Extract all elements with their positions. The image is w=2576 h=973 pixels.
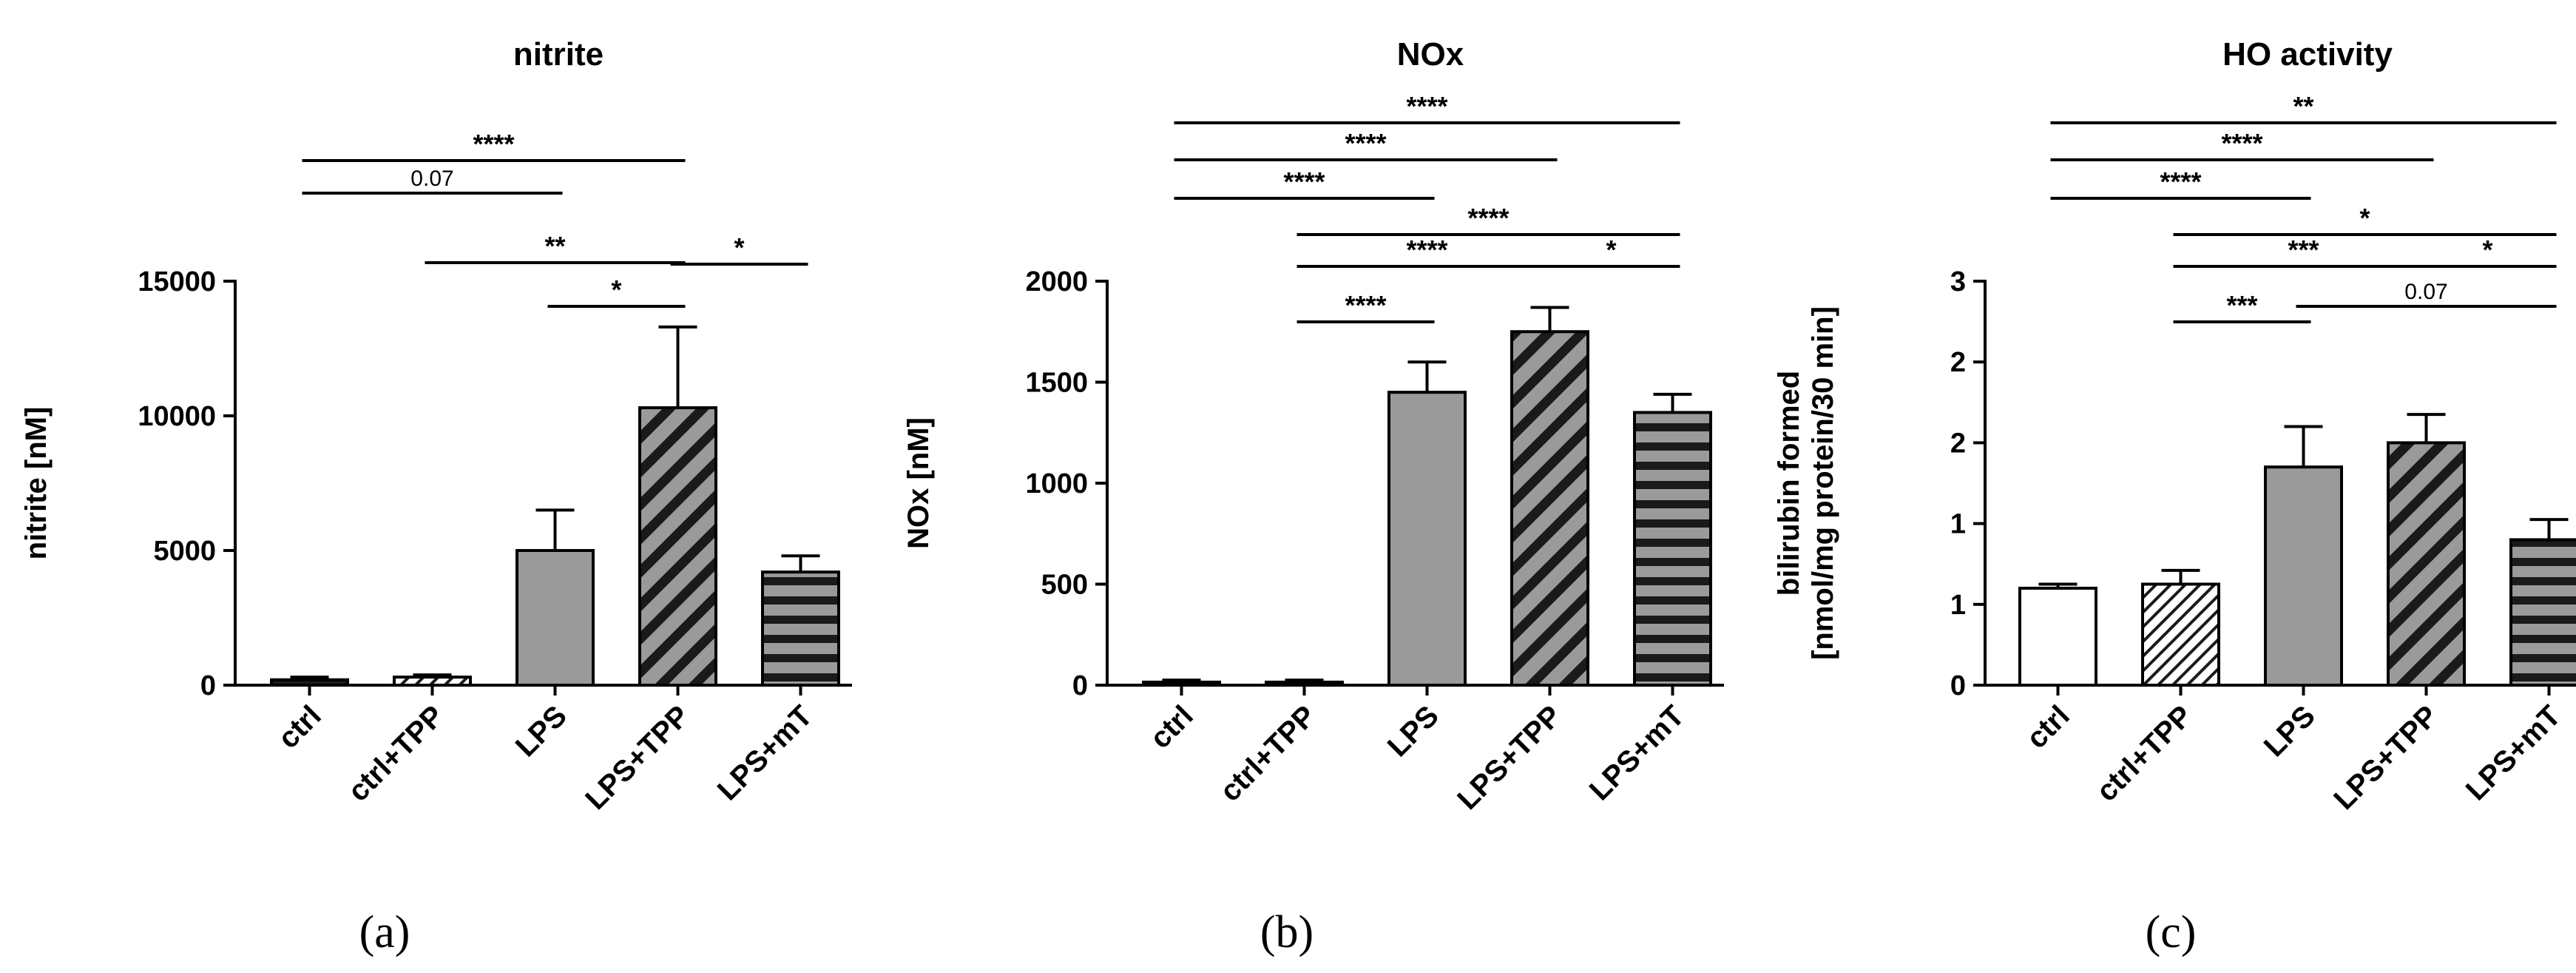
y-axis-label: nitrite [nM] — [20, 407, 53, 560]
bar-lps — [1387, 391, 1467, 687]
x-tick-label: ctrl+TPP — [1214, 699, 1322, 808]
significance-label: * — [2482, 235, 2492, 265]
x-tick-label: LPS — [2258, 699, 2322, 763]
significance-label: * — [734, 232, 744, 263]
significance-label: 0.07 — [410, 166, 453, 191]
x-tick-label: LPS+TPP — [579, 699, 696, 816]
y-tick-label: 0 — [1072, 670, 1088, 701]
x-tick-label: ctrl — [1144, 699, 1200, 755]
bar-lps-tpp — [2387, 441, 2466, 687]
x-tick-label: ctrl — [272, 699, 328, 755]
significance-label: **** — [1406, 91, 1447, 121]
significance-label: **** — [473, 129, 514, 159]
x-tick-label: LPS — [1382, 699, 1445, 763]
chart-title: nitrite — [513, 36, 604, 73]
y-tick-label: 2000 — [1025, 266, 1088, 297]
bar-lps-mt — [1633, 411, 1712, 687]
significance-label: **** — [1345, 128, 1386, 158]
bar-lps-mt — [761, 570, 840, 687]
y-tick-label: 10000 — [138, 401, 216, 432]
x-tick-label: ctrl+TPP — [342, 699, 450, 808]
chart-title: HO activity — [2222, 36, 2393, 73]
bar-ctrl-tpp — [393, 676, 472, 687]
significance-label: **** — [2160, 166, 2201, 197]
x-tick-label: LPS+mT — [2460, 699, 2567, 807]
x-tick-label: LPS+TPP — [2327, 699, 2444, 816]
x-tick-label: ctrl+TPP — [2090, 699, 2199, 808]
y-tick-label: 1500 — [1025, 368, 1088, 399]
y-tick-label: 3 — [1950, 266, 1966, 297]
significance-label: **** — [2221, 128, 2262, 158]
x-tick-label: LPS+TPP — [1451, 699, 1568, 816]
y-tick-label: 15000 — [138, 266, 216, 297]
bar-ctrl-tpp — [1265, 680, 1344, 687]
x-tick-label: LPS+mT — [1583, 699, 1691, 807]
significance-label: **** — [1345, 290, 1386, 320]
chart-panel-2: NOx NOx [nM] 0 500 1000 1500 2000 ctrl ctrl+TPP L… — [902, 36, 1724, 957]
panel-label: (a) — [359, 907, 410, 957]
y-tick-label: 0 — [200, 670, 216, 701]
bar-lps — [2264, 465, 2343, 687]
bar-ctrl — [270, 678, 349, 687]
significance-label: *** — [2226, 290, 2257, 320]
significance-label: ** — [544, 231, 565, 261]
bar-lps-tpp — [638, 406, 717, 687]
significance-label: 0.07 — [2404, 280, 2447, 304]
y-tick-label: 2 — [1950, 347, 1966, 378]
bar-lps-tpp — [1510, 330, 1589, 687]
significance-label: **** — [1283, 166, 1325, 197]
y-axis-label: NOx [nM] — [902, 417, 935, 549]
significance-label: **** — [1467, 203, 1509, 233]
chart-panel-3: HO activity bilirubin formed[nmol/mg prot… — [1773, 36, 2576, 957]
bar-ctrl-tpp — [2141, 582, 2220, 687]
bar-ctrl — [1142, 680, 1221, 687]
x-tick-label: LPS — [510, 699, 573, 763]
significance-label: ** — [2293, 91, 2313, 121]
y-tick-label: 500 — [1041, 570, 1088, 601]
x-tick-label: LPS+mT — [711, 699, 819, 807]
y-tick-label: 1 — [1950, 590, 1966, 621]
bar-lps — [515, 549, 595, 687]
y-tick-label: 0 — [1950, 670, 1966, 701]
y-tick-label: 5000 — [153, 536, 216, 567]
bar-lps-mt — [2509, 538, 2576, 687]
chart-title: NOx — [1397, 36, 1464, 73]
y-tick-label: 1000 — [1025, 468, 1088, 499]
panel-label: (b) — [1260, 907, 1314, 957]
y-tick-label: 1 — [1950, 509, 1966, 540]
y-axis-label: bilirubin formed[nmol/mg protein/30 min] — [1773, 306, 1839, 660]
significance-label: * — [2359, 203, 2370, 233]
bar-ctrl — [2018, 586, 2097, 687]
y-tick-label: 2 — [1950, 428, 1966, 459]
significance-label: **** — [1406, 235, 1447, 265]
significance-label: * — [611, 275, 621, 305]
significance-label: *** — [2288, 235, 2319, 265]
x-tick-label: ctrl — [2021, 699, 2076, 755]
chart-panel-1: nitrite nitrite [nM] 0 5000 10000 15000 ctrl ct… — [20, 36, 852, 957]
significance-label: * — [1606, 235, 1616, 265]
panel-label: (c) — [2146, 907, 2197, 957]
